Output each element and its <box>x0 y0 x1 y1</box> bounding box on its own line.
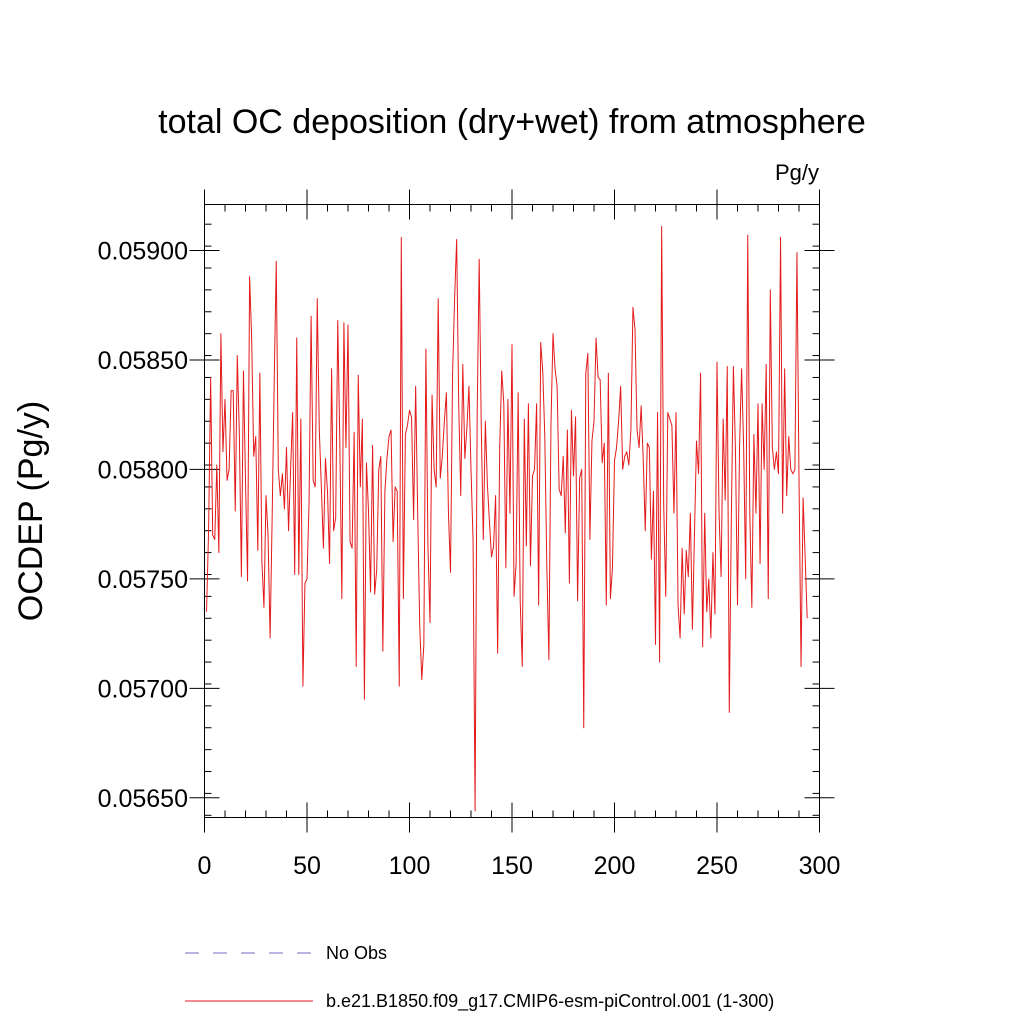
chart-title: total OC deposition (dry+wet) from atmos… <box>158 103 866 141</box>
plot-frame <box>204 204 820 818</box>
y-axis-title: OCDEP (Pg/y) <box>12 401 50 621</box>
legend: No Obs b.e21.B1850.f09_g17.CMIP6-esm-piC… <box>185 943 774 1012</box>
x-tick-label: 50 <box>293 852 321 880</box>
legend-no-obs-label: No Obs <box>326 943 387 963</box>
x-tick-label: 200 <box>594 852 636 880</box>
x-tick-label: 150 <box>491 852 533 880</box>
y-tick-label: 0.05850 <box>98 347 188 375</box>
y-tick-label: 0.05800 <box>98 456 188 484</box>
units-label: Pg/y <box>775 160 819 185</box>
data-series <box>206 225 808 812</box>
y-tick-label: 0.05900 <box>98 237 188 265</box>
x-tick-label: 300 <box>799 852 841 880</box>
model-run-line <box>206 225 808 812</box>
x-tick-label: 0 <box>198 852 212 880</box>
y-tick-label: 0.05700 <box>98 675 188 703</box>
x-tick-label: 100 <box>389 852 431 880</box>
x-tick-label: 250 <box>696 852 738 880</box>
axis-ticks: 0 50 100 150 200 250 300 0.05650 0.05700 0.05750 0… <box>98 189 841 880</box>
y-tick-label: 0.05750 <box>98 566 188 594</box>
y-tick-label: 0.05650 <box>98 785 188 813</box>
legend-model-run-label: b.e21.B1850.f09_g17.CMIP6-esm-piControl.… <box>326 991 774 1012</box>
